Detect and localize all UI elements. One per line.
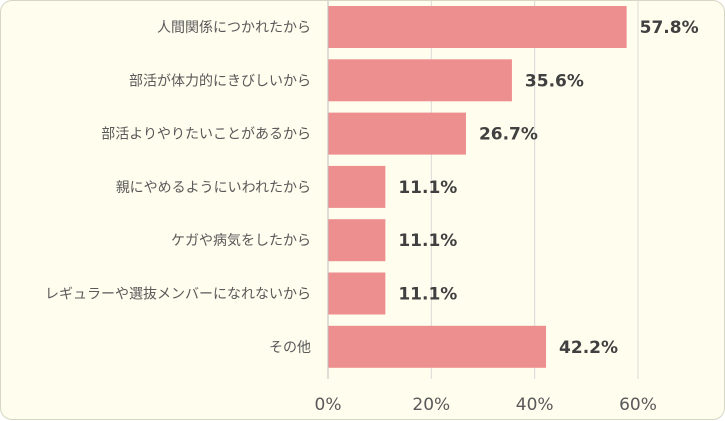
category-label: 人間関係につかれたから <box>157 20 311 36</box>
bar <box>328 272 386 315</box>
value-label: 11.1% <box>398 231 457 251</box>
value-label: 11.1% <box>398 285 457 305</box>
value-label: 35.6% <box>525 71 584 91</box>
bar <box>328 165 386 208</box>
bar <box>328 6 627 48</box>
value-label: 26.7% <box>479 125 538 145</box>
value-label: 42.2% <box>559 338 618 358</box>
x-tick-label: 20% <box>412 395 450 415</box>
value-label: 57.8% <box>640 18 699 38</box>
category-label: 部活が体力的にきびしいから <box>129 73 311 89</box>
category-label: レギュラーや選抜メンバーになれないから <box>45 287 311 303</box>
category-label: その他 <box>269 340 311 356</box>
category-label: 部活よりやりたいことがあるから <box>101 127 311 143</box>
bar <box>328 325 547 368</box>
category-label: 親にやめるようにいわれたから <box>116 180 311 196</box>
x-tick-label: 0% <box>315 395 342 415</box>
bar <box>328 219 386 262</box>
x-tick-label: 60% <box>619 395 657 415</box>
category-label: ケガや病気をしたから <box>171 233 311 249</box>
bar <box>328 59 512 102</box>
bar <box>328 112 466 155</box>
x-tick-label: 40% <box>516 395 554 415</box>
value-label: 11.1% <box>398 178 457 198</box>
